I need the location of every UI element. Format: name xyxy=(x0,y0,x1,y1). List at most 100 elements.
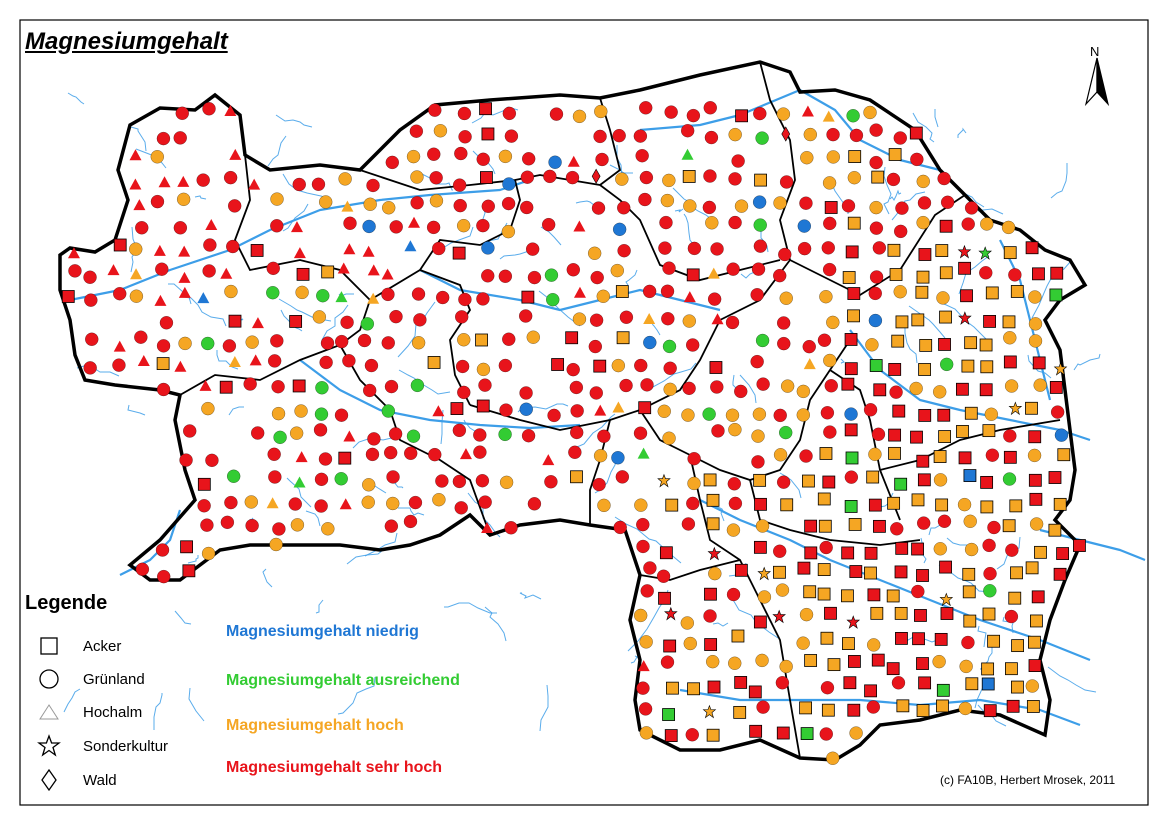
sample-point xyxy=(799,701,813,715)
sample-point xyxy=(841,377,855,391)
sample-point xyxy=(869,270,884,284)
sample-point xyxy=(150,150,165,164)
sample-point xyxy=(849,565,863,578)
sample-point xyxy=(341,200,354,212)
sample-point xyxy=(498,427,512,442)
sample-point xyxy=(498,269,513,284)
sample-point xyxy=(432,405,445,417)
sample-point xyxy=(844,407,858,421)
sample-point xyxy=(314,472,329,487)
sample-point xyxy=(321,522,335,536)
sample-point xyxy=(753,540,767,554)
sample-point xyxy=(229,148,242,160)
sample-point xyxy=(911,542,924,556)
sample-point xyxy=(868,286,883,301)
sample-point xyxy=(845,451,859,465)
sample-point xyxy=(408,216,421,228)
sample-point xyxy=(362,383,377,398)
sample-point xyxy=(1004,379,1019,393)
sample-point xyxy=(781,126,791,142)
sample-point xyxy=(544,268,559,282)
sample-point xyxy=(591,168,601,184)
sample-point xyxy=(753,106,767,121)
sample-point xyxy=(957,497,972,512)
sample-point xyxy=(156,357,170,370)
sample-point xyxy=(731,629,745,643)
sample-point xyxy=(569,380,584,395)
sample-point xyxy=(633,129,648,143)
sample-point xyxy=(427,356,441,369)
sample-point xyxy=(964,406,978,420)
sample-point xyxy=(665,498,679,512)
sample-point xyxy=(728,215,742,230)
sample-point xyxy=(917,196,932,210)
sample-point xyxy=(244,495,259,509)
sample-point xyxy=(334,408,349,422)
sample-point xyxy=(154,294,167,306)
sample-point xyxy=(863,403,878,417)
sample-point xyxy=(819,727,834,741)
sample-point xyxy=(1032,356,1046,370)
sample-point xyxy=(224,104,237,116)
sample-point xyxy=(710,380,724,394)
sample-point xyxy=(200,336,215,351)
sample-point xyxy=(1030,614,1043,628)
sample-point xyxy=(909,381,923,396)
sample-point xyxy=(1049,288,1063,302)
sample-point xyxy=(367,432,381,446)
sample-point xyxy=(734,563,748,577)
sample-point xyxy=(343,216,357,231)
sample-point xyxy=(452,423,467,438)
sample-point xyxy=(565,170,580,185)
sample-point xyxy=(779,175,794,189)
sample-point xyxy=(226,469,241,484)
sample-point xyxy=(772,268,787,283)
sample-point xyxy=(658,241,672,255)
sample-point xyxy=(590,270,604,285)
sample-point xyxy=(848,518,862,531)
square-icon xyxy=(35,635,63,657)
sample-point xyxy=(726,262,740,276)
sample-point xyxy=(661,311,675,326)
sample-point xyxy=(1003,450,1017,464)
sample-point xyxy=(662,173,676,188)
sample-point xyxy=(1002,519,1016,533)
sample-point xyxy=(314,499,328,513)
sample-point xyxy=(1028,635,1041,649)
sample-point xyxy=(940,607,954,620)
sample-point xyxy=(846,615,861,629)
sample-point xyxy=(916,454,930,468)
sample-point xyxy=(410,378,425,393)
sample-point xyxy=(612,401,625,413)
sample-point xyxy=(476,152,490,167)
sample-point xyxy=(366,178,380,193)
sample-point xyxy=(639,170,654,185)
sample-point xyxy=(755,131,769,145)
sample-point xyxy=(803,585,817,599)
sample-point xyxy=(1053,497,1067,511)
sample-point xyxy=(757,590,772,604)
sample-point xyxy=(547,408,561,423)
sample-point xyxy=(959,659,973,674)
sample-point xyxy=(381,268,394,280)
sample-point xyxy=(847,703,861,717)
sample-point xyxy=(932,385,947,399)
sample-point xyxy=(918,363,931,376)
sample-point xyxy=(643,561,657,575)
sample-point xyxy=(296,267,310,281)
sample-point xyxy=(734,384,748,399)
sample-point xyxy=(686,268,700,282)
sample-point xyxy=(363,197,377,212)
sample-point xyxy=(196,173,210,187)
legend-label: Hochalm xyxy=(83,703,143,721)
triangle-icon xyxy=(35,701,63,723)
sample-point xyxy=(519,200,534,215)
sample-point xyxy=(597,429,611,444)
sample-point xyxy=(1008,401,1023,416)
sample-point xyxy=(708,566,722,581)
sample-point xyxy=(983,704,997,718)
sample-point xyxy=(963,469,977,482)
sample-point xyxy=(705,654,720,669)
sample-point xyxy=(410,170,424,184)
